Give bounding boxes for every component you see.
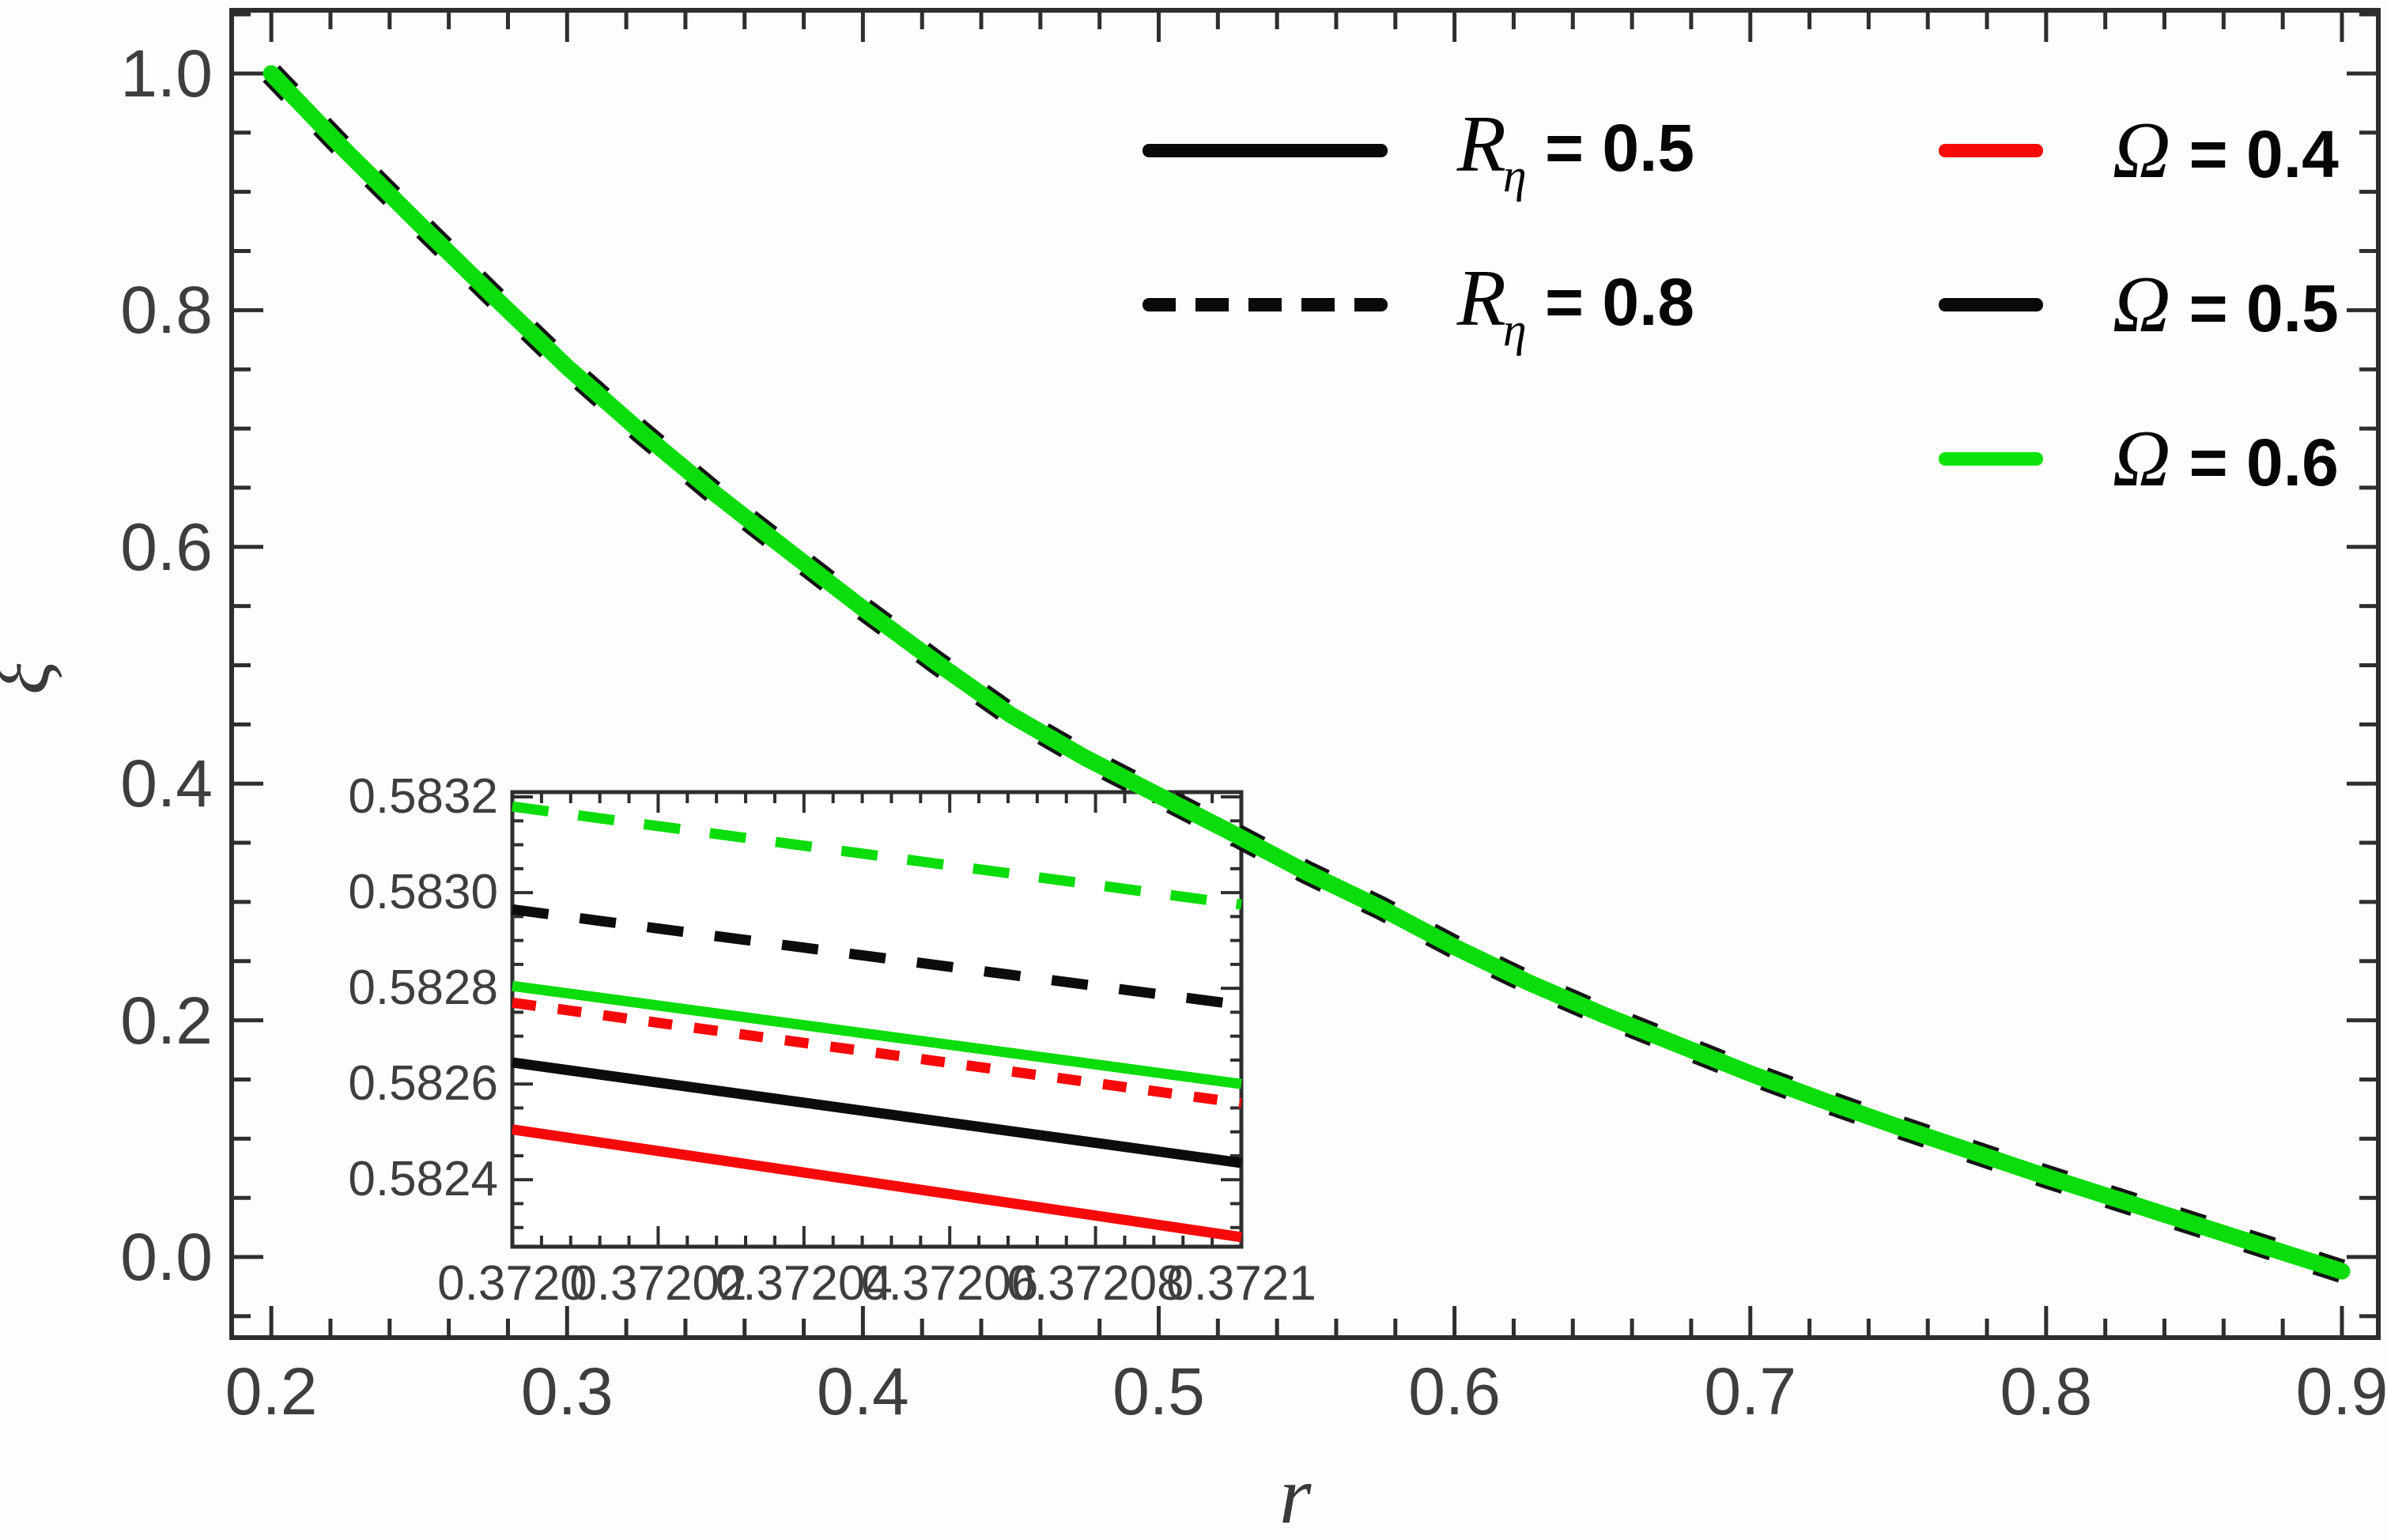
legend-subscript-eta: η (1502, 303, 1527, 356)
legend-item-omega-0.4: Ω = 0.4 (1939, 103, 2339, 198)
inset-y-tick-label: 0.5830 (348, 865, 498, 920)
y-axis-tick-label: 0.4 (120, 746, 213, 821)
legend-item-rn-0.8: Rη = 0.8 (1143, 254, 1694, 356)
legend-symbol-omega: Ω (2112, 259, 2171, 349)
inset-series-0 (512, 801, 1242, 910)
legend-subscript-eta: η (1502, 149, 1527, 202)
inset-x-tick-label: 0.37204 (715, 1256, 893, 1311)
x-axis-tick-label: 0.3 (520, 1354, 614, 1429)
inset-y-tick-label: 0.5828 (348, 961, 498, 1016)
inset-series-4 (512, 1057, 1242, 1168)
legend-value: = 0.6 (2170, 425, 2339, 500)
x-axis-tick-label: 0.2 (225, 1354, 318, 1429)
y-axis-tick-label: 0.6 (120, 509, 213, 584)
x-axis-title-text: r (1279, 1450, 1312, 1540)
y-axis-tick-label: 0.2 (120, 983, 213, 1058)
legend-swatch-solid-black-line (1143, 143, 1388, 157)
legend-value: = 0.4 (2170, 116, 2339, 191)
legend-symbol-R: R (1456, 253, 1506, 343)
legend-swatch-black-line (1939, 297, 2043, 311)
legend-symbol-omega: Ω (2112, 105, 2171, 195)
inset-y-tick-label: 0.5826 (348, 1056, 498, 1112)
y-axis-tick-label: 0.0 (120, 1220, 213, 1295)
inset-series-2 (512, 980, 1242, 1089)
y-axis-tick-label: 1.0 (120, 36, 213, 111)
legend-label-omega-0.6: Ω = 0.6 (2084, 398, 2339, 519)
y-axis-title-text: ξ (0, 661, 66, 695)
inset-x-tick-label: 0.3721 (1166, 1256, 1316, 1311)
inset-y-tick-label: 0.5832 (348, 769, 498, 825)
inset-x-tick-label: 0.37208 (1007, 1256, 1184, 1311)
legend-item-omega-0.5: Ω = 0.5 (1939, 257, 2339, 352)
x-axis-tick-label: 0.5 (1112, 1354, 1205, 1429)
legend-label-omega-0.5: Ω = 0.5 (2084, 244, 2339, 365)
inset-series-5 (512, 1124, 1242, 1243)
inset-x-tick-label: 0.37206 (861, 1256, 1039, 1311)
legend-swatch-dashed-black-line (1143, 297, 1388, 311)
x-axis-tick-label: 0.8 (2000, 1354, 2093, 1429)
legend-swatch-green-line (1939, 451, 2043, 466)
inset-x-tick-label: 0.3720 (437, 1256, 587, 1311)
x-axis-tick-label: 0.7 (1704, 1354, 1797, 1429)
main-frame (229, 8, 2381, 1340)
x-axis-tick-label: 0.6 (1408, 1354, 1501, 1429)
legend-label-rn-0.5: Rη = 0.5 (1429, 84, 1695, 217)
legend-label-omega-0.4: Ω = 0.4 (2084, 90, 2339, 211)
inset-x-tick-label: 0.37202 (569, 1256, 747, 1311)
x-axis-title: r (1279, 1448, 1311, 1540)
y-axis-tick-label: 0.8 (120, 273, 213, 348)
legend-swatch-red-line (1939, 143, 2043, 157)
inset-y-tick-label: 0.5824 (348, 1152, 498, 1207)
x-axis-tick-label: 0.9 (2295, 1354, 2387, 1429)
main-curve-green (262, 65, 2351, 1280)
legend-symbol-omega: Ω (2112, 413, 2171, 504)
legend-label-rn-0.8: Rη = 0.8 (1429, 238, 1695, 372)
inset-series-3 (512, 997, 1242, 1108)
legend-value: = 0.5 (1526, 110, 1695, 185)
legend-item-omega-0.6: Ω = 0.6 (1939, 411, 2339, 506)
legend-symbol-R: R (1456, 99, 1506, 189)
y-axis-title: ξ (0, 661, 67, 695)
inset-series-1 (512, 904, 1242, 1010)
legend-item-rn-0.5: Rη = 0.5 (1143, 100, 1694, 202)
inset-frame (510, 790, 1244, 1249)
x-axis-tick-label: 0.4 (816, 1354, 909, 1429)
legend-value: = 0.8 (1526, 264, 1695, 339)
legend-value: = 0.5 (2170, 270, 2339, 345)
